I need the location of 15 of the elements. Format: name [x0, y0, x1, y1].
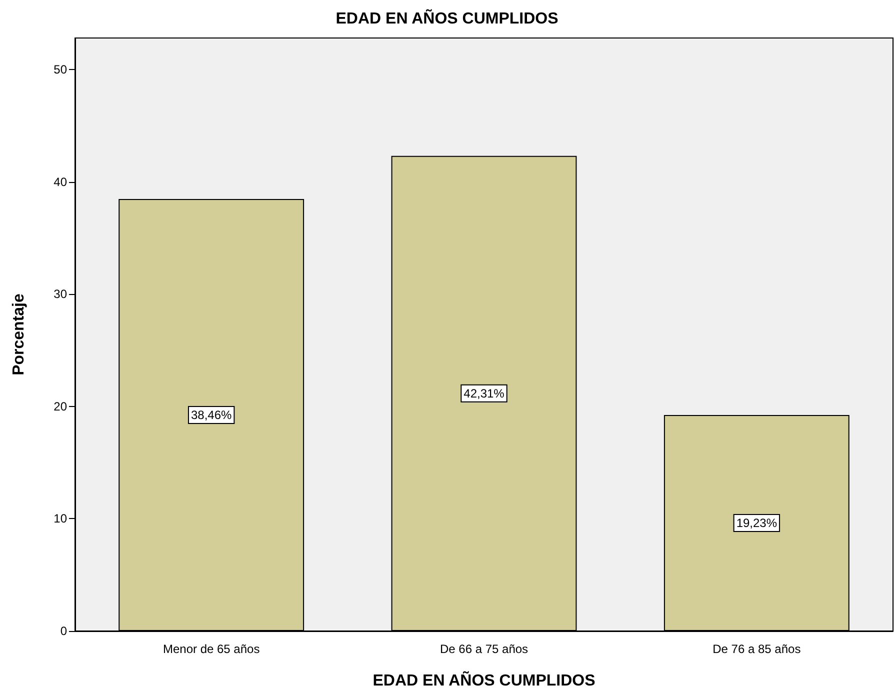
x-tick-label: Menor de 65 años: [162, 642, 260, 656]
y-tick-label: 20: [54, 399, 68, 414]
data-label: 19,23%: [736, 516, 778, 530]
y-tick-label: 50: [54, 62, 68, 76]
x-tick-label: De 76 a 85 años: [712, 642, 801, 656]
y-tick-label: 10: [54, 512, 68, 526]
data-label: 38,46%: [190, 408, 232, 422]
y-axis-title: Porcentaje: [10, 293, 28, 376]
x-axis-title: EDAD EN AÑOS CUMPLIDOS: [372, 670, 596, 690]
x-tick-label: De 66 a 75 años: [440, 642, 528, 656]
y-tick-label: 30: [54, 287, 68, 302]
chart-title: EDAD EN AÑOS CUMPLIDOS: [336, 8, 559, 28]
data-label: 42,31%: [464, 386, 505, 400]
y-tick-label: 40: [54, 174, 68, 189]
y-tick-label: 0: [60, 624, 68, 638]
